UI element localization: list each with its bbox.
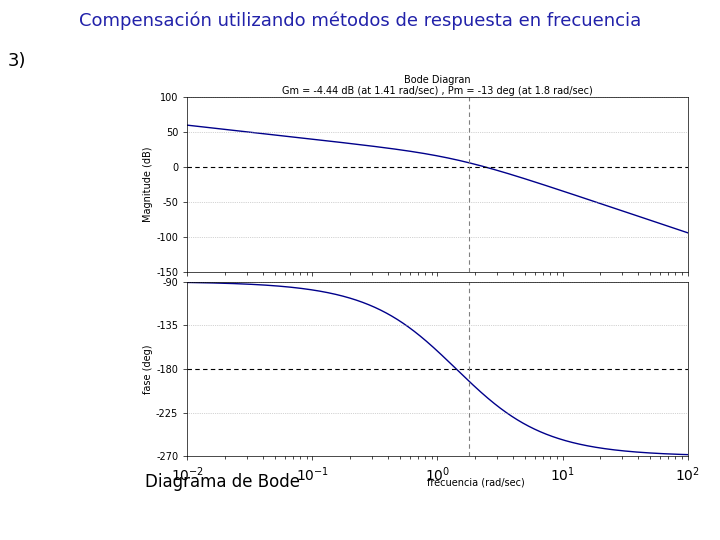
Text: 3): 3) xyxy=(7,52,26,70)
Y-axis label: fase (deg): fase (deg) xyxy=(143,344,153,394)
Title: Bode Diagran
Gm = -4.44 dB (at 1.41 rad/sec) , Pm = -13 deg (at 1.8 rad/sec): Bode Diagran Gm = -4.44 dB (at 1.41 rad/… xyxy=(282,75,593,97)
Text: Compensación utilizando métodos de respuesta en frecuencia: Compensación utilizando métodos de respu… xyxy=(79,11,641,30)
Y-axis label: Magnitude (dB): Magnitude (dB) xyxy=(143,147,153,222)
Text: frecuencia (rad/sec): frecuencia (rad/sec) xyxy=(427,477,525,487)
Text: Diagrama de Bode: Diagrama de Bode xyxy=(145,473,300,491)
